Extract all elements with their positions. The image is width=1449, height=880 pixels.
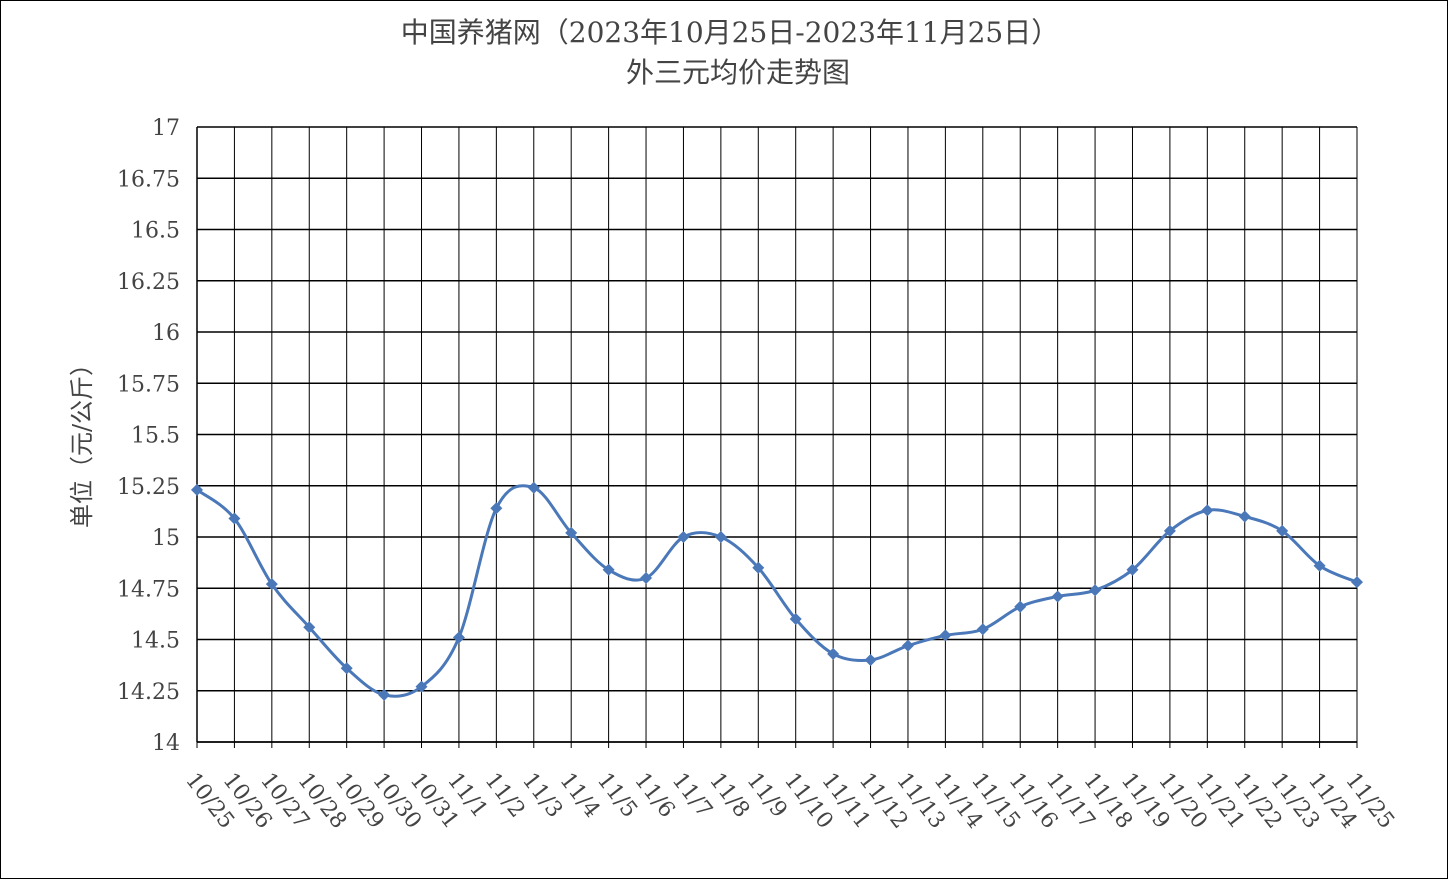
point-marker xyxy=(864,654,877,666)
y-tick-label: 14 xyxy=(152,731,180,756)
point-marker xyxy=(827,647,840,660)
y-tick-label: 14.5 xyxy=(131,629,180,654)
y-tick-label: 17 xyxy=(152,116,180,141)
point-marker xyxy=(527,481,540,494)
point-marker xyxy=(939,629,952,642)
point-marker xyxy=(415,680,428,693)
point-marker xyxy=(1014,600,1027,613)
y-tick-label: 14.25 xyxy=(117,680,180,705)
point-marker xyxy=(602,563,615,576)
point-marker xyxy=(714,531,727,543)
point-marker xyxy=(490,502,503,515)
y-axis-label: 单位（元/公斤） xyxy=(68,352,96,528)
point-marker xyxy=(452,631,465,644)
y-tick-label: 16.25 xyxy=(117,270,180,295)
point-marker xyxy=(228,512,241,525)
y-tick-label: 15.75 xyxy=(117,372,180,397)
point-marker xyxy=(901,639,914,652)
y-tick-label: 16.5 xyxy=(131,219,180,244)
y-tick-label: 15 xyxy=(152,526,180,551)
point-marker xyxy=(752,561,765,574)
point-marker xyxy=(1089,584,1102,597)
point-marker xyxy=(1051,590,1064,603)
point-marker xyxy=(378,688,391,701)
point-marker xyxy=(191,483,203,496)
y-tick-label: 15.5 xyxy=(131,424,180,449)
chart-title: 中国养猪网（2023年10月25日-2023年11月25日） xyxy=(401,16,1060,49)
point-marker xyxy=(340,662,353,675)
y-tick-label: 16 xyxy=(152,321,180,346)
point-marker xyxy=(1313,559,1326,572)
point-marker xyxy=(1201,504,1214,517)
point-marker xyxy=(1163,524,1176,537)
y-tick-label: 15.25 xyxy=(117,475,180,500)
point-marker xyxy=(303,621,316,634)
y-tick-label: 16.75 xyxy=(117,167,180,192)
point-marker xyxy=(1238,510,1251,523)
chart-subtitle: 外三元均价走势图 xyxy=(626,56,850,89)
point-marker xyxy=(976,623,989,636)
y-tick-label: 14.75 xyxy=(117,577,180,602)
point-marker xyxy=(565,526,578,539)
point-marker xyxy=(640,572,653,584)
point-marker xyxy=(789,613,802,625)
point-marker xyxy=(1351,576,1363,589)
point-marker xyxy=(1126,563,1139,576)
point-marker xyxy=(677,531,690,543)
point-marker xyxy=(265,578,278,591)
point-marker xyxy=(1276,524,1289,537)
